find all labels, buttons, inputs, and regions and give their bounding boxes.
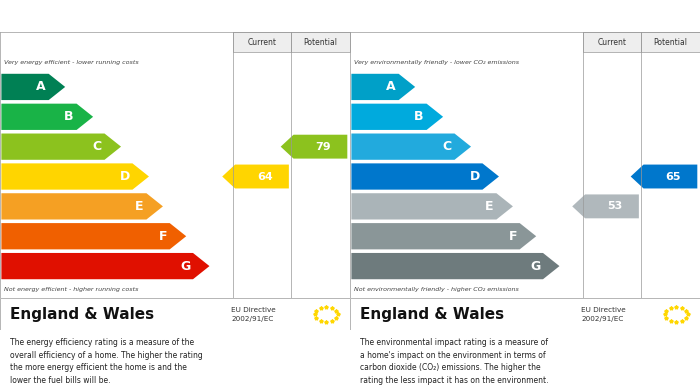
- Text: D: D: [120, 170, 130, 183]
- Text: EU Directive
2002/91/EC: EU Directive 2002/91/EC: [231, 307, 276, 322]
- Polygon shape: [222, 165, 289, 188]
- Polygon shape: [351, 193, 513, 219]
- Text: (39-54): (39-54): [354, 204, 376, 209]
- Text: (55-68): (55-68): [354, 174, 377, 179]
- Text: A: A: [36, 81, 46, 93]
- Text: Environmental Impact (CO₂) Rating: Environmental Impact (CO₂) Rating: [360, 9, 593, 23]
- Text: (55-68): (55-68): [4, 174, 27, 179]
- Text: The energy efficiency rating is a measure of the
overall efficiency of a home. T: The energy efficiency rating is a measur…: [10, 338, 203, 385]
- Text: E: E: [485, 200, 494, 213]
- Text: Very environmentally friendly - lower CO₂ emissions: Very environmentally friendly - lower CO…: [354, 59, 519, 65]
- Text: Not energy efficient - higher running costs: Not energy efficient - higher running co…: [4, 287, 138, 292]
- Text: Very energy efficient - lower running costs: Very energy efficient - lower running co…: [4, 59, 139, 65]
- Polygon shape: [281, 135, 347, 159]
- Polygon shape: [1, 104, 93, 130]
- Text: (21-38): (21-38): [4, 234, 27, 239]
- Polygon shape: [351, 223, 536, 249]
- Text: Potential: Potential: [653, 38, 687, 47]
- Polygon shape: [351, 74, 415, 100]
- Text: F: F: [508, 230, 517, 243]
- Polygon shape: [351, 253, 559, 279]
- Text: EU Directive
2002/91/EC: EU Directive 2002/91/EC: [581, 307, 626, 322]
- Text: (92-100): (92-100): [354, 84, 380, 90]
- Text: Energy Efficiency Rating: Energy Efficiency Rating: [10, 9, 173, 23]
- Text: C: C: [442, 140, 452, 153]
- Text: G: G: [530, 260, 540, 273]
- Polygon shape: [631, 165, 697, 188]
- Text: Not environmentally friendly - higher CO₂ emissions: Not environmentally friendly - higher CO…: [354, 287, 519, 292]
- Text: (81-91): (81-91): [354, 114, 377, 119]
- Bar: [582, 32, 641, 52]
- Polygon shape: [351, 163, 499, 190]
- Text: (39-54): (39-54): [4, 204, 26, 209]
- Text: England & Wales: England & Wales: [10, 307, 155, 322]
- Polygon shape: [1, 223, 186, 249]
- Text: The environmental impact rating is a measure of
a home's impact on the environme: The environmental impact rating is a mea…: [360, 338, 549, 385]
- Text: B: B: [414, 110, 424, 123]
- Text: C: C: [92, 140, 102, 153]
- Polygon shape: [1, 193, 163, 219]
- Bar: [641, 32, 700, 52]
- Polygon shape: [1, 163, 149, 190]
- Text: (21-38): (21-38): [354, 234, 377, 239]
- Text: G: G: [180, 260, 190, 273]
- Text: B: B: [64, 110, 74, 123]
- Text: E: E: [135, 200, 143, 213]
- Polygon shape: [1, 133, 121, 160]
- Bar: [291, 32, 350, 52]
- Polygon shape: [572, 194, 639, 218]
- Text: (69-80): (69-80): [354, 144, 376, 149]
- Text: 79: 79: [316, 142, 331, 152]
- Text: 64: 64: [257, 172, 273, 181]
- Text: A: A: [386, 81, 396, 93]
- Text: F: F: [158, 230, 167, 243]
- Bar: [232, 32, 291, 52]
- Polygon shape: [1, 74, 65, 100]
- Text: 65: 65: [666, 172, 681, 181]
- Polygon shape: [351, 133, 471, 160]
- Text: (1-20): (1-20): [4, 264, 22, 269]
- Text: 53: 53: [608, 201, 622, 212]
- Polygon shape: [351, 104, 443, 130]
- Text: England & Wales: England & Wales: [360, 307, 505, 322]
- Text: Current: Current: [598, 38, 626, 47]
- Text: (92-100): (92-100): [4, 84, 30, 90]
- Polygon shape: [1, 253, 209, 279]
- Text: (1-20): (1-20): [354, 264, 372, 269]
- Text: Potential: Potential: [303, 38, 337, 47]
- Text: (81-91): (81-91): [4, 114, 27, 119]
- Text: D: D: [470, 170, 480, 183]
- Text: Current: Current: [248, 38, 276, 47]
- Text: (69-80): (69-80): [4, 144, 26, 149]
